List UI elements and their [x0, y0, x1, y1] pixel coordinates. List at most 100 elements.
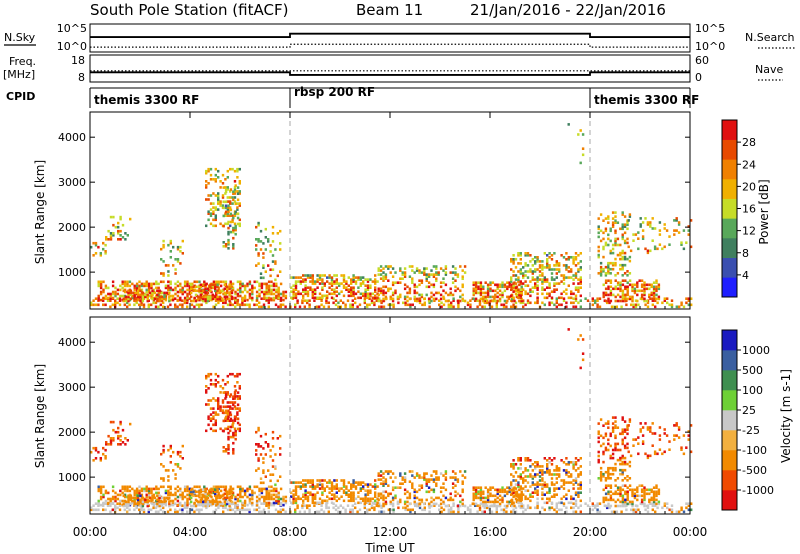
power-echo-cell [347, 276, 350, 279]
power-echo-cell [444, 273, 448, 276]
velocity-echo-cell [536, 489, 539, 492]
power-echo-cell [228, 297, 231, 301]
power-echo-cell [332, 297, 335, 300]
power-echo-cell [334, 303, 338, 307]
power-echo-cell [512, 254, 515, 257]
power-echo-cell [121, 280, 124, 284]
velocity-echo-cell [609, 472, 612, 476]
power-echo-cell [183, 280, 187, 284]
velocity-echo-cell [382, 476, 385, 479]
power-echo-cell [226, 289, 229, 293]
power-echo-cell [379, 265, 383, 268]
velocity-echo-cell [311, 487, 314, 490]
power-echo-cell [685, 297, 688, 300]
power-echo-cell [614, 221, 617, 224]
velocity-echo-cell [222, 419, 225, 423]
velocity-echo-cell [195, 508, 198, 512]
power-echo-cell [478, 301, 482, 305]
power-echo-cell [512, 290, 515, 293]
velocity-echo-cell [318, 487, 322, 490]
power-echo-cell [607, 243, 610, 247]
velocity-echo-cell [233, 395, 237, 398]
power-echo-cell [314, 282, 317, 285]
power-echo-cell [269, 268, 272, 271]
power-echo-cell [498, 293, 502, 297]
velocity-echo-cell [607, 504, 610, 508]
velocity-echo-cell [162, 479, 165, 482]
power-echo-cell [272, 292, 276, 296]
velocity-echo-cell [366, 501, 370, 505]
power-echo-cell [316, 280, 319, 283]
power-echo-cell [229, 301, 232, 305]
power-echo-cell [188, 297, 191, 300]
power-echo-cell [136, 289, 140, 293]
velocity-echo-cell [227, 435, 230, 439]
velocity-echo-cell [236, 427, 240, 431]
velocity-echo-cell [129, 498, 133, 502]
velocity-echo-cell [262, 481, 265, 485]
power-echo-cell [611, 221, 615, 224]
velocity-echo-cell [335, 499, 338, 503]
velocity-echo-cell [444, 476, 448, 479]
power-echo-cell [214, 167, 217, 171]
velocity-echo-cell [132, 496, 135, 500]
velocity-echo-cell [425, 490, 428, 494]
velocity-echo-cell [123, 493, 127, 497]
velocity-echo-cell [246, 495, 249, 499]
velocity-echo-cell [162, 444, 165, 448]
velocity-echo-cell [514, 463, 518, 466]
velocity-echo-cell [129, 502, 133, 506]
velocity-echo-cell [611, 466, 615, 470]
velocity-echo-cell [253, 485, 256, 489]
velocity-echo-cell [347, 481, 350, 484]
velocity-echo-cell [548, 461, 551, 464]
velocity-echo-cell [486, 496, 490, 500]
power-echo-cell [359, 278, 362, 281]
velocity-echo-cell [284, 495, 288, 499]
power-echo-cell [139, 289, 142, 293]
velocity-echo-cell [150, 487, 153, 491]
power-echo-cell [623, 241, 627, 245]
velocity-echo-cell [637, 508, 640, 512]
velocity-echo-cell [591, 504, 594, 507]
velocity-echo-cell [97, 508, 100, 512]
power-echo-cell [637, 237, 640, 240]
power-echo-cell [652, 289, 656, 293]
power-echo-cell [374, 278, 377, 281]
power-echo-cell [226, 169, 229, 173]
power-echo-cell [330, 292, 334, 296]
power-echo-cell [224, 200, 228, 204]
power-echo-cell [241, 290, 244, 294]
velocity-echo-cell [159, 508, 162, 512]
power-echo-cell [546, 254, 549, 257]
power-echo-cell [621, 213, 624, 216]
power-echo-cell [630, 303, 633, 307]
velocity-echo-cell [420, 498, 424, 502]
velocity-echo-cell [626, 479, 629, 482]
velocity-echo-cell [228, 490, 231, 494]
velocity-echo-cell [432, 502, 436, 506]
power-echo-cell [639, 217, 642, 220]
power-echo-cell [411, 265, 414, 268]
power-echo-cell [378, 305, 381, 309]
power-echo-cell [570, 276, 573, 279]
power-echo-cell [297, 276, 300, 279]
power-echo-cell [308, 299, 311, 302]
velocity-echo-cell [260, 510, 263, 514]
velocity-echo-cell [209, 488, 212, 492]
power-echo-cell [524, 270, 527, 273]
velocity-echo-cell [486, 488, 490, 492]
velocity-echo-cell [306, 479, 310, 482]
velocity-echo-cell [510, 483, 513, 486]
velocity-echo-cell [145, 487, 148, 491]
velocity-echo-cell [318, 483, 322, 486]
power-echo-cell [435, 267, 438, 270]
velocity-echo-cell [560, 497, 563, 501]
velocity-echo-cell [550, 501, 554, 505]
power-echo-cell [406, 299, 409, 303]
power-echo-cell [378, 297, 381, 300]
power-echo-cell [411, 281, 414, 284]
power-echo-cell [489, 283, 492, 287]
velocity-echo-cell [447, 510, 450, 514]
velocity-echo-cell [311, 499, 314, 503]
